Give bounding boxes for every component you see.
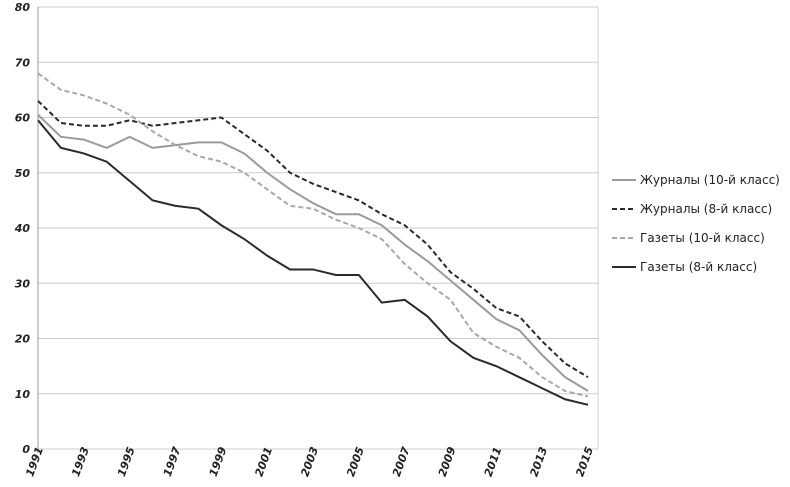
legend-label: Журналы (8-й класс) — [640, 202, 772, 216]
x-tick-label: 2001 — [253, 445, 276, 478]
x-tick-label: 2007 — [390, 445, 413, 479]
y-tick-label: 70 — [15, 56, 31, 69]
legend-label: Газеты (10-й класс) — [640, 231, 765, 245]
x-tick-label: 2015 — [573, 445, 596, 479]
x-tick-label: 2009 — [436, 445, 459, 479]
x-tick-label: 2013 — [528, 445, 551, 479]
y-tick-label: 50 — [15, 167, 31, 180]
series-line — [37, 100, 589, 379]
x-tick-label: 2003 — [298, 445, 321, 479]
y-tick-label: 10 — [15, 388, 31, 401]
series-line — [37, 72, 589, 398]
legend-label: Газеты (8-й класс) — [640, 260, 757, 274]
x-tick-label: 1997 — [161, 445, 184, 479]
x-tick-label: 1999 — [207, 445, 230, 479]
y-tick-label: 80 — [15, 1, 31, 14]
x-tick-label: 2011 — [482, 445, 505, 478]
x-tick-label: 2005 — [344, 445, 367, 479]
y-tick-label: 60 — [15, 112, 31, 125]
y-tick-label: 40 — [14, 222, 31, 235]
series-line — [37, 114, 589, 392]
legend-label: Журналы (10-й класс) — [640, 173, 780, 187]
x-tick-label: 1995 — [115, 445, 138, 479]
x-tick-label: 1993 — [69, 445, 92, 479]
y-tick-label: 0 — [22, 443, 30, 456]
series-line — [37, 119, 589, 406]
y-tick-label: 30 — [15, 277, 31, 290]
y-tick-label: 20 — [15, 333, 31, 346]
